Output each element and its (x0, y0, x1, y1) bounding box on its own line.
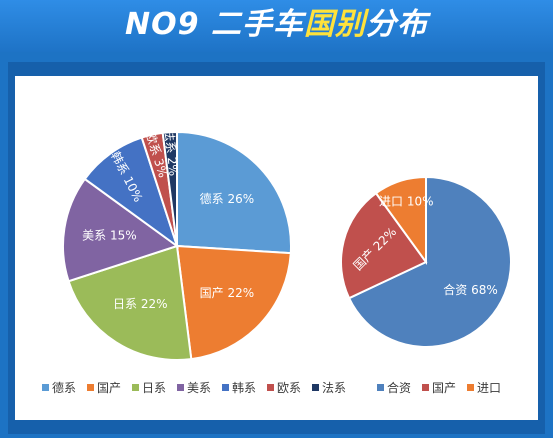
pie-chart-2: 合资 68%国产 22%进口 10% (340, 175, 512, 348)
legend-label-国产: 国产 (97, 381, 121, 395)
legend-label-合资: 合资 (387, 380, 411, 395)
pie-slice-日系 (67, 244, 193, 361)
legend-label-日系: 日系 (142, 381, 166, 395)
slice-data-label: 美系 15% (82, 228, 137, 242)
legend-swatch-国产 (422, 384, 429, 391)
legend-swatch-国产 (87, 384, 94, 391)
title-banner (0, 0, 553, 52)
legend-swatch-欧系 (267, 384, 274, 391)
pie-chart-1: 德系 26%国产 22%日系 22%美系 15%韩系 10%欧系 3%法系 2% (62, 129, 292, 361)
slice-data-label: 国产 22% (200, 286, 255, 300)
slice-data-label: 进口 10% (379, 194, 434, 208)
title-highlight: 国别 (303, 7, 366, 42)
slice-data-label: 合资 68% (443, 282, 498, 297)
slice-data-label: 法系 2% (162, 129, 181, 177)
legend-swatch-进口 (467, 384, 474, 391)
legend-label-法系: 法系 (322, 381, 346, 395)
slice-data-label: 日系 22% (113, 297, 168, 311)
legend-label-进口: 进口 (477, 381, 501, 395)
title-suffix: 分布 (365, 7, 428, 42)
pie-slice-国产 (340, 191, 428, 300)
pie-slice-德系 (176, 130, 292, 255)
slice-data-label: 德系 26% (200, 191, 255, 206)
legend-swatch-美系 (177, 384, 184, 391)
pie-slice-韩系 (83, 136, 179, 249)
title-prefix: NO9 二手车 (125, 7, 304, 42)
legend-label-韩系: 韩系 (232, 380, 256, 395)
pie-slice-合资 (347, 175, 512, 348)
pie-slice-国产 (175, 244, 292, 361)
legend-label-欧系: 欧系 (277, 381, 301, 395)
legend-swatch-韩系 (222, 384, 229, 391)
legend-swatch-德系 (42, 384, 49, 391)
page-title: NO9 二手车国别分布 (0, 4, 553, 46)
pie-slice-进口 (374, 175, 427, 266)
legend-swatch-日系 (132, 384, 139, 391)
legend-label-美系: 美系 (187, 381, 211, 395)
legend-swatch-法系 (312, 384, 319, 391)
pie-slice-法系 (161, 130, 178, 247)
legend-label-国产: 国产 (432, 381, 456, 395)
legend-label-德系: 德系 (52, 380, 76, 395)
legend-swatch-合资 (377, 384, 384, 391)
pie-slice-美系 (62, 177, 180, 283)
